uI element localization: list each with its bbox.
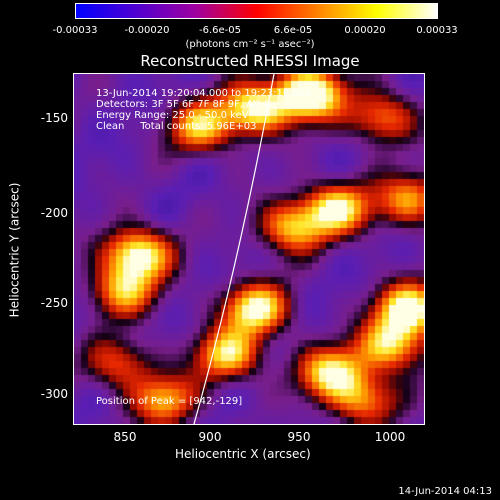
x-tick: 1000 — [374, 430, 406, 444]
y-axis-label: Heliocentric Y (arcsec) — [7, 182, 22, 318]
y-tick: -250 — [40, 296, 68, 310]
y-tick: -300 — [40, 387, 68, 401]
plot-title: Reconstructed RHESSI Image — [140, 52, 360, 70]
info-clean: Clean Total counts: 5.96E+03 — [96, 121, 257, 132]
x-tick: 900 — [198, 430, 222, 444]
y-tick: -150 — [40, 111, 68, 125]
image-plot[interactable]: 13-Jun-2014 19:20:04.000 to 19:23:16.000… — [73, 73, 425, 425]
colorbar — [75, 3, 438, 19]
x-tick: 850 — [113, 430, 137, 444]
x-tick: 950 — [287, 430, 311, 444]
info-energy: Energy Range: 25.0 - 50.0 keV — [96, 110, 249, 121]
info-time: 13-Jun-2014 19:20:04.000 to 19:23:16.000 — [96, 88, 312, 99]
colorbar-tick: -0.00020 — [124, 25, 170, 36]
limb-overlay — [193, 74, 275, 424]
colorbar-tick: -6.6e-05 — [199, 25, 241, 36]
colorbar-tick: 0.00020 — [344, 25, 386, 36]
colorbar-tick: 6.6e-05 — [273, 25, 313, 36]
heatmap-canvas — [74, 74, 424, 424]
colorbar-unit: (photons cm⁻² s⁻¹ asec⁻²) — [185, 39, 315, 50]
timestamp-footer: 14-Jun-2014 04:13 — [398, 486, 492, 497]
solar-limb-line — [193, 74, 275, 424]
info-peak: Position of Peak = [942,-129] — [96, 396, 243, 407]
y-tick: -200 — [40, 206, 68, 220]
x-axis-label: Heliocentric X (arcsec) — [175, 447, 311, 461]
colorbar-tick: -0.00033 — [52, 25, 98, 36]
info-detectors: Detectors: 3F 5F 6F 7F 8F 9F, Att 0 — [96, 99, 271, 110]
colorbar-tick: 0.00033 — [416, 25, 458, 36]
